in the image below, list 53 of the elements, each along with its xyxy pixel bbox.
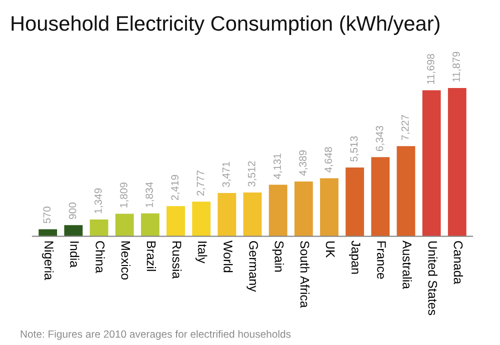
bar — [140, 213, 160, 236]
data-label: 11,698 — [426, 54, 436, 84]
bar — [115, 214, 134, 236]
data-label: 4,648 — [324, 147, 334, 172]
data-label: 900 — [68, 202, 76, 220]
data-label: 3,471 — [222, 162, 231, 188]
bar — [320, 178, 338, 236]
bar — [90, 219, 108, 236]
bar — [346, 167, 364, 236]
data-label: 4,131 — [274, 154, 282, 179]
x-tick-label: Nigeria — [42, 242, 54, 280]
x-tick-label: Australia — [402, 240, 412, 290]
text: Note: Figures are 2010 averages for electrified households — [20, 330, 291, 340]
x-tick-label: Brazil — [146, 242, 156, 271]
x-tick-label: Russia — [172, 242, 182, 279]
data-label: 1,834 — [146, 182, 154, 208]
bar — [243, 192, 262, 236]
data-label: 2,777 — [196, 170, 206, 196]
x-tick-label: UK — [326, 241, 335, 258]
x-tick-label: China — [96, 241, 105, 274]
bar — [396, 146, 416, 236]
data-label: 3,512 — [248, 161, 257, 187]
bar — [38, 229, 58, 236]
bar — [448, 88, 466, 236]
x-tick-label: United States — [428, 241, 438, 316]
bar — [294, 182, 313, 236]
x-tick-label: World — [224, 240, 233, 272]
bar — [192, 202, 211, 236]
data-label: 7,227 — [401, 114, 410, 140]
chart-title: Household Electricity Consumption (kWh/year) — [12, 16, 440, 35]
x-tick-label: South Africa — [300, 241, 310, 308]
x-tick-label: India — [70, 242, 80, 268]
data-label: 11,879 — [452, 52, 462, 82]
data-label: 1,349 — [94, 188, 104, 214]
x-tick-label: Canada — [454, 241, 463, 284]
x-tick-label: Italy — [196, 242, 208, 264]
bar — [268, 184, 288, 236]
bar — [218, 192, 236, 236]
x-tick-label: Mexico — [121, 242, 130, 280]
x-tick-label: France — [377, 242, 386, 279]
bar — [422, 90, 441, 236]
data-label: 6,343 — [376, 126, 384, 152]
bar — [371, 157, 390, 236]
data-label: 4,389 — [299, 150, 308, 176]
bar — [166, 206, 185, 236]
x-tick-label: Japan — [349, 240, 360, 274]
data-label: 2,419 — [171, 174, 180, 200]
data-label: 570 — [43, 206, 51, 224]
bar — [64, 225, 83, 236]
x-tick-label: Spain — [272, 241, 284, 272]
data-label: 1,809 — [120, 182, 129, 208]
data-label: 5,513 — [350, 136, 359, 162]
x-tick-label: Germany — [246, 241, 258, 292]
